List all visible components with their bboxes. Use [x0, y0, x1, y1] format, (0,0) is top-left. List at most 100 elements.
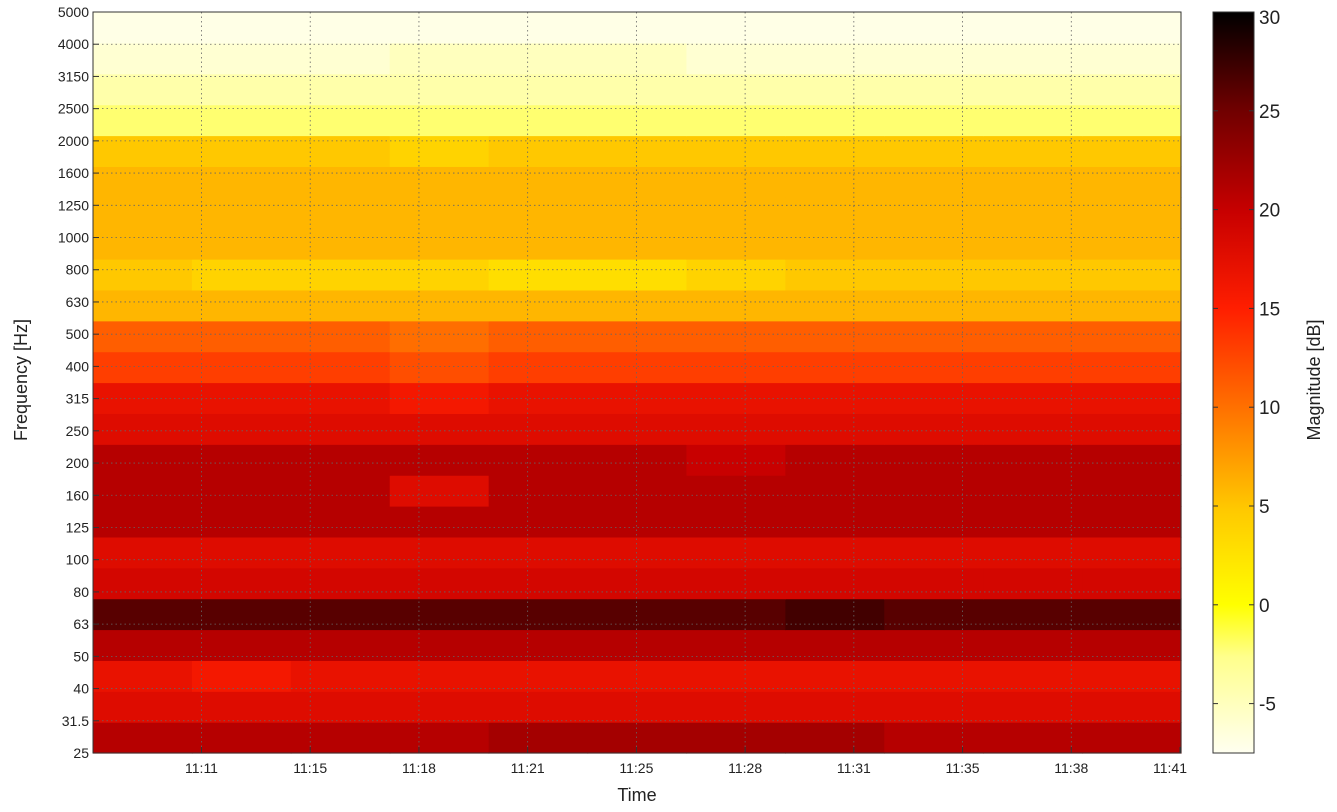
heatmap-cell	[389, 197, 490, 229]
heatmap-cell	[488, 351, 589, 384]
x-tick-label: 11:28	[728, 760, 762, 776]
heatmap-cell	[290, 722, 391, 754]
heatmap-cell	[389, 660, 490, 692]
heatmap-cell	[191, 413, 292, 445]
heatmap-cell	[488, 12, 589, 44]
heatmap-cell	[488, 259, 589, 291]
heatmap-cell	[785, 259, 885, 291]
heatmap-cell	[884, 166, 984, 198]
colorbar-label: Magnitude [dB]	[1304, 319, 1324, 440]
heatmap-cell	[983, 475, 1083, 507]
heatmap-cell	[884, 73, 984, 106]
heatmap-cell	[1082, 629, 1182, 661]
heatmap-cell	[587, 12, 688, 44]
heatmap-cell	[884, 351, 984, 384]
heatmap-cell	[686, 691, 786, 723]
heatmap-cell	[389, 104, 490, 137]
grid-lines	[93, 11, 1181, 754]
heatmap-cell	[686, 506, 786, 538]
heatmap-cell	[290, 197, 391, 229]
heatmap-cell	[983, 722, 1083, 754]
heatmap-cell	[587, 722, 688, 754]
heatmap-cell	[785, 42, 885, 75]
colorbar-tick-label: 15	[1259, 299, 1280, 320]
heatmap-cell	[191, 536, 292, 569]
heatmap-cell	[93, 413, 193, 445]
heatmap-cell	[785, 413, 885, 445]
heatmap-cell	[587, 660, 688, 692]
heatmap-cell	[983, 598, 1083, 631]
heatmap-cell	[93, 12, 193, 44]
heatmap-cell	[587, 197, 688, 229]
heatmap-cell	[488, 289, 589, 322]
heatmap-cell	[290, 42, 391, 75]
heatmap-cell	[93, 536, 193, 569]
heatmap-cell	[1082, 73, 1182, 106]
y-tick-label: 50	[73, 648, 89, 664]
heatmap-cell	[93, 660, 193, 692]
heatmap-cell	[983, 629, 1083, 661]
heatmap-cell	[93, 289, 193, 322]
heatmap-cell	[785, 228, 885, 260]
heatmap-cell	[983, 135, 1083, 167]
heatmap-cell	[785, 320, 885, 353]
heatmap-cell	[587, 135, 688, 167]
heatmap-cell	[290, 444, 391, 476]
x-tick-label: 11:11	[185, 760, 218, 776]
heatmap-cell	[983, 197, 1083, 229]
heatmap-cell	[389, 228, 490, 260]
heatmap-cell	[587, 506, 688, 538]
heatmap-cell	[785, 197, 885, 229]
heatmap-cell	[686, 73, 786, 106]
heatmap-cell	[785, 135, 885, 167]
heatmap-cell	[884, 691, 984, 723]
heatmap-cell	[488, 722, 589, 754]
heatmap-cell	[93, 104, 193, 137]
heatmap-cell	[93, 444, 193, 476]
heatmap-cell	[884, 660, 984, 692]
heatmap-cell	[1082, 444, 1182, 476]
heatmap-cell	[983, 413, 1083, 445]
y-tick-label: 100	[66, 552, 90, 568]
heatmap-cell	[884, 12, 984, 44]
heatmap-cell	[290, 104, 391, 137]
heatmap-cell	[290, 166, 391, 198]
heatmap-cell	[1082, 197, 1182, 229]
heatmap-cell	[191, 475, 292, 507]
y-tick-label: 500	[66, 326, 90, 342]
heatmap-cell	[488, 413, 589, 445]
heatmap-cell	[191, 351, 292, 384]
colorbar-tick-label: -5	[1259, 695, 1276, 716]
heatmap-cell	[290, 12, 391, 44]
heatmap-cell	[983, 104, 1083, 137]
heatmap-cell	[93, 506, 193, 538]
heatmap-cell	[290, 691, 391, 723]
x-tick-label: 11:15	[293, 760, 327, 776]
heatmap-cell	[93, 42, 193, 75]
heatmap-cell	[1082, 413, 1182, 445]
heatmap-cell	[389, 12, 490, 44]
colorbar	[1212, 11, 1255, 754]
y-tick-label: 25	[73, 745, 89, 761]
heatmap-cell	[389, 722, 490, 754]
heatmap-cell	[884, 567, 984, 600]
heatmap-cell	[587, 42, 688, 75]
heatmap-cell	[884, 536, 984, 569]
heatmap-cell	[191, 506, 292, 538]
y-tick-label: 2000	[58, 133, 89, 149]
heatmap-cell	[785, 73, 885, 106]
x-tick-label: 11:38	[1054, 760, 1088, 776]
heatmap-cell	[785, 660, 885, 692]
heatmap-cell	[191, 289, 292, 322]
heatmap-cell	[686, 660, 786, 692]
heatmap-cell	[191, 12, 292, 44]
heatmap-cell	[93, 320, 193, 353]
heatmap-cell	[686, 12, 786, 44]
heatmap-cell	[290, 320, 391, 353]
heatmap-cell	[785, 722, 885, 754]
heatmap-cell	[785, 166, 885, 198]
heatmap-cell	[785, 351, 885, 384]
heatmap-cell	[884, 320, 984, 353]
heatmap-cell	[587, 289, 688, 322]
heatmap-cell	[93, 351, 193, 384]
